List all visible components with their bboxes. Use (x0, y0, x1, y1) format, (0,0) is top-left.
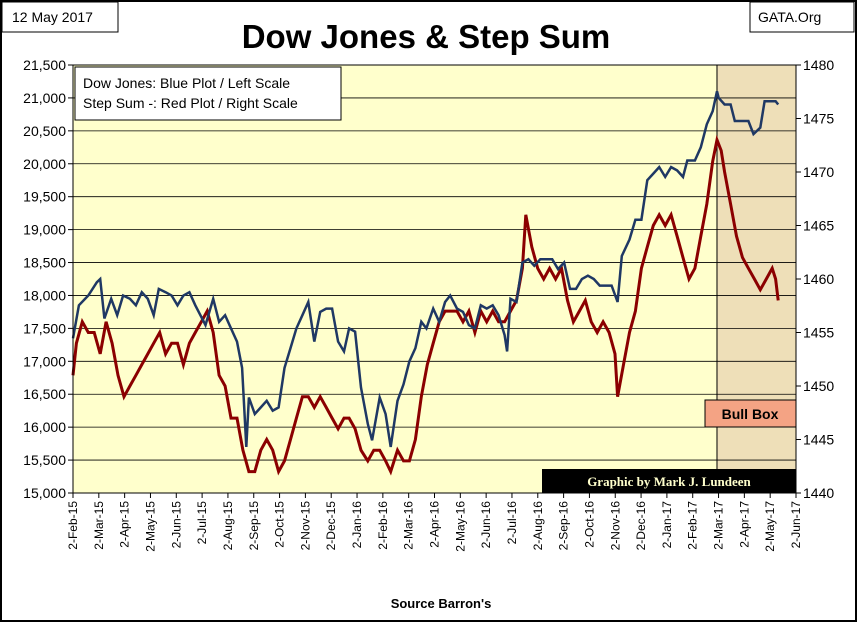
left-tick-label: 20,000 (23, 156, 66, 172)
x-tick-label: 2-Aug-16 (531, 501, 545, 551)
right-tick-label: 1475 (803, 111, 834, 127)
right-tick-label: 1465 (803, 218, 834, 234)
x-tick-label: 2-Jun-17 (789, 501, 803, 549)
x-tick-label: 2-Jun-16 (479, 501, 493, 549)
x-tick-label: 2-Feb-17 (686, 501, 700, 550)
series-line-dow-jones (71, 90, 780, 448)
x-tick-label: 2-Sep-15 (247, 501, 261, 551)
left-tick-label: 17,500 (23, 320, 66, 336)
x-tick-label: 2-May-17 (763, 501, 777, 552)
x-tick-label: 2-Dec-16 (634, 501, 648, 551)
x-tick-label: 2-May-15 (143, 501, 157, 552)
legend-entry-dow: Dow Jones: Blue Plot / Left Scale (83, 75, 290, 91)
left-tick-label: 16,500 (23, 386, 66, 402)
x-tick-label: 2-Jan-16 (350, 501, 364, 549)
x-tick-label: 2-Oct-15 (273, 501, 287, 548)
bull-box-region (716, 64, 797, 494)
left-tick-label: 20,500 (23, 123, 66, 139)
x-tick-label: 2-Jul-15 (195, 501, 209, 545)
x-tick-label: 2-Feb-16 (376, 501, 390, 550)
legend-entry-step-sum: Step Sum -: Red Plot / Right Scale (83, 95, 298, 111)
right-tick-label: 1445 (803, 432, 834, 448)
left-tick-label: 15,500 (23, 452, 66, 468)
x-tick-label: 2-Feb-15 (66, 501, 80, 550)
series-line-step-sum (71, 134, 780, 476)
left-tick-label: 19,000 (23, 222, 66, 238)
plot-area (72, 64, 797, 494)
x-tick-label: 2-Dec-15 (324, 501, 338, 551)
right-tick-label: 1480 (803, 57, 834, 73)
x-tick-label: 2-Sep-16 (557, 501, 571, 551)
x-tick-label: 2-Jan-17 (660, 501, 674, 549)
date-box (1, 1, 119, 33)
legend-box (74, 66, 342, 121)
x-tick-label: 2-Aug-15 (221, 501, 235, 551)
left-axis: 15,000 15,500 16,000 16,500 17,000 17,500 18,0… (23, 57, 73, 501)
right-tick-label: 1470 (803, 164, 834, 180)
x-tick-label: 2-Apr-16 (428, 501, 442, 548)
right-axis: 1440 1445 1450 1455 1460 1465 1470 1475 1480 (796, 57, 834, 501)
x-axis: 2-Feb-15 2-Mar-15 2-Apr-15 2-May-15 2-Jun-15… (66, 493, 803, 552)
left-tick-label: 19,500 (23, 189, 66, 205)
x-tick-label: 2-Oct-16 (582, 501, 596, 548)
x-tick-label: 2-Apr-17 (737, 501, 751, 548)
left-tick-label: 18,000 (23, 287, 66, 303)
source-note: Source Barron's (391, 596, 492, 611)
right-tick-label: 1460 (803, 271, 834, 287)
left-tick-label: 15,000 (23, 485, 66, 501)
bull-box-label: Bull Box (722, 406, 779, 422)
x-tick-label: 2-Mar-16 (402, 501, 416, 550)
right-tick-label: 1450 (803, 378, 834, 394)
x-tick-label: 2-Jun-15 (169, 501, 183, 549)
x-tick-label: 2-Apr-15 (118, 501, 132, 548)
source-tag-box (749, 1, 855, 33)
x-tick-label: 2-Nov-15 (298, 501, 312, 551)
source-tag-label: GATA.Org (758, 9, 821, 25)
left-tick-label: 18,500 (23, 255, 66, 271)
date-label: 12 May 2017 (12, 9, 93, 25)
credit-label: Graphic by Mark J. Lundeen (587, 474, 751, 489)
credit-bg (542, 469, 796, 493)
x-tick-label: 2-Mar-15 (92, 501, 106, 550)
right-tick-label: 1455 (803, 325, 834, 341)
left-tick-label: 21,500 (23, 57, 66, 73)
left-tick-label: 17,000 (23, 353, 66, 369)
left-tick-label: 21,000 (23, 90, 66, 106)
x-tick-label: 2-Nov-16 (608, 501, 622, 551)
x-tick-label: 2-Jul-16 (505, 501, 519, 545)
x-tick-label: 2-Mar-17 (712, 501, 726, 550)
bull-box-label-bg (704, 399, 797, 428)
left-tick-label: 16,000 (23, 419, 66, 435)
chart-title: Dow Jones & Step Sum (242, 18, 611, 55)
x-tick-label: 2-May-16 (453, 501, 467, 552)
right-tick-label: 1440 (803, 485, 834, 501)
plot-frame (72, 64, 797, 494)
